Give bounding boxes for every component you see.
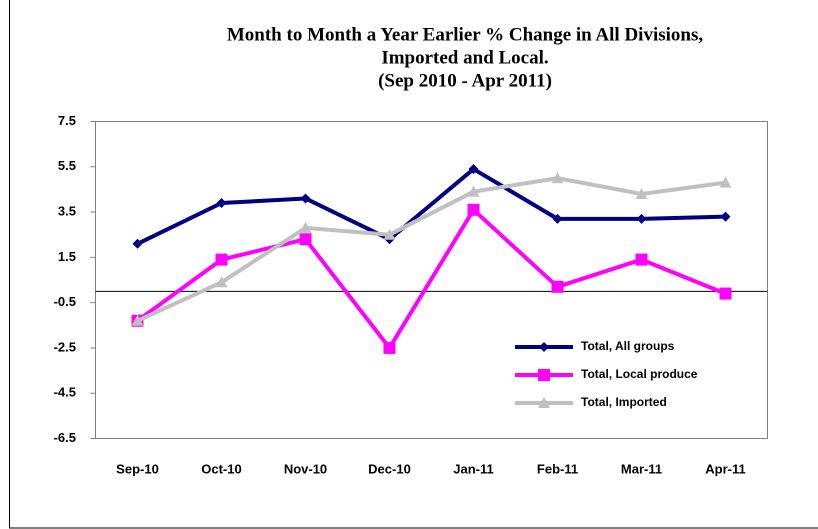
series-marker (131, 314, 144, 326)
series-marker (383, 228, 396, 240)
series-marker (467, 203, 480, 216)
x-tick-label: Sep-10 (116, 461, 159, 476)
series-marker (467, 185, 480, 197)
series-marker (635, 253, 648, 266)
series-marker (720, 211, 731, 222)
y-tick-label: 1.5 (58, 249, 76, 264)
legend-label: Total, Local produce (581, 367, 698, 381)
x-tick-label: Apr-11 (705, 461, 745, 476)
x-tick-label: Jan-11 (453, 461, 493, 476)
series-marker (551, 280, 564, 293)
series-marker (299, 221, 312, 233)
series-line (136, 167, 726, 246)
series-marker (216, 198, 227, 209)
y-tick-label: 3.5 (58, 204, 76, 219)
chart-title: Imported and Local. (381, 47, 548, 68)
x-tick-label: Mar-11 (621, 461, 662, 476)
series-marker (132, 238, 143, 249)
y-tick-label: -6.5 (54, 430, 76, 445)
series-marker (552, 213, 563, 224)
legend-marker (538, 369, 550, 381)
series-line (136, 176, 726, 323)
series-marker (215, 276, 228, 288)
y-tick-label: -2.5 (54, 339, 76, 354)
series-line (136, 207, 727, 350)
series-marker (551, 172, 564, 184)
legend-label: Total, All groups (581, 339, 675, 353)
x-tick-label: Dec-10 (368, 461, 411, 476)
series-marker (215, 253, 228, 266)
x-tick-label: Oct-10 (201, 461, 241, 476)
legend-marker (538, 397, 550, 408)
y-tick-label: -0.5 (54, 294, 76, 309)
series-marker (635, 187, 648, 199)
x-tick-label: Feb-11 (537, 461, 578, 476)
series-marker (636, 213, 647, 224)
chart-title: (Sep 2010 - Apr 2011) (378, 70, 552, 91)
x-tick-label: Nov-10 (284, 461, 327, 476)
y-tick-label: 7.5 (58, 113, 76, 128)
series-marker (468, 164, 479, 175)
series-marker (299, 233, 312, 246)
chart-title: Month to Month a Year Earlier % Change i… (227, 24, 704, 45)
series-marker (719, 176, 732, 188)
y-tick-label: -4.5 (54, 385, 76, 400)
series-marker (300, 193, 311, 204)
legend-marker (539, 342, 549, 352)
series-marker (719, 287, 732, 300)
y-tick-label: 5.5 (58, 158, 76, 173)
series-marker (383, 341, 396, 354)
legend-label: Total, Imported (581, 395, 667, 409)
